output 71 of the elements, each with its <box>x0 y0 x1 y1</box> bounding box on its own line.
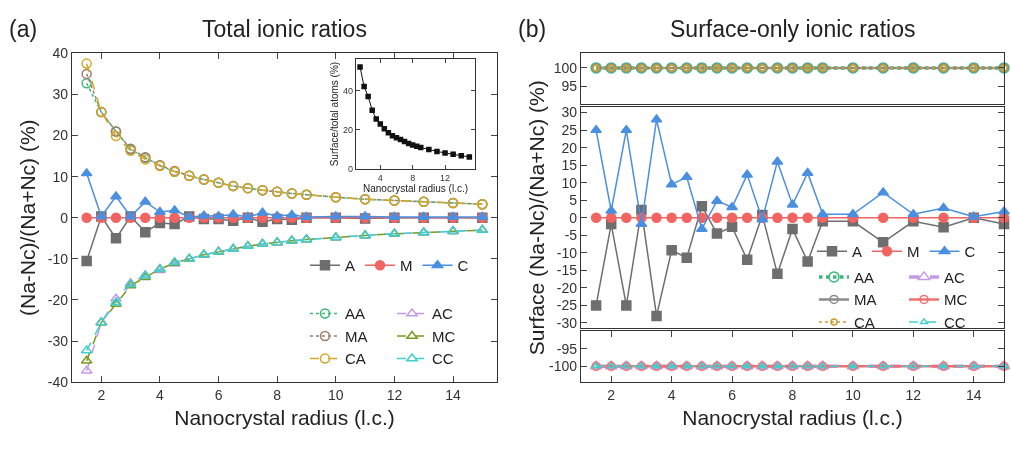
chart-title: Surface-only ionic ratios <box>670 16 916 42</box>
x-tick-label: 12 <box>386 387 403 404</box>
y-tick-label: -40 <box>47 374 69 391</box>
x-tick-label: 12 <box>440 172 451 183</box>
x-tick-label: 6 <box>728 387 737 404</box>
y-tick-label: 40 <box>52 45 69 62</box>
x-tick-label: 14 <box>445 387 462 404</box>
legend-label: CC <box>944 313 966 331</box>
x-tick-label: 8 <box>410 172 416 183</box>
y-tick-label: -10 <box>556 244 578 261</box>
text: (a) <box>9 16 38 42</box>
x-tick-label: 6 <box>214 387 223 404</box>
legend-label: MC <box>432 327 456 345</box>
legend-label: CA <box>854 313 875 331</box>
x-tick-label: 12 <box>905 387 922 404</box>
x-tick-label: 4 <box>377 172 383 183</box>
x-tick-label: 10 <box>845 387 861 404</box>
legend-label: C <box>457 257 469 275</box>
y-tick-label: 95 <box>561 78 578 95</box>
legend-label: AC <box>432 305 453 323</box>
x-tick-label: 2 <box>97 387 106 404</box>
y-tick-label: 25 <box>561 122 578 139</box>
y-axis-title: Surface/total atoms (%) <box>329 61 341 167</box>
x-tick-label: 8 <box>273 387 282 404</box>
legend-label: AC <box>944 268 965 286</box>
x-axis-title: Nanocrystal radius (l.c.) <box>174 406 395 430</box>
y-tick-label: -20 <box>556 279 578 296</box>
y-tick-label: 30 <box>561 104 578 121</box>
y-tick-label: -95 <box>556 340 578 357</box>
legend-label: AA <box>345 305 366 323</box>
x-axis-title: Nanocrystal radius (l.c.) <box>682 406 903 430</box>
legend-label: A <box>345 257 356 275</box>
legend-label: M <box>400 257 413 275</box>
legend-label: A <box>852 243 863 261</box>
y-tick-label: 20 <box>343 124 354 135</box>
y-tick-label: 40 <box>343 85 354 96</box>
x-tick-label: 2 <box>607 387 616 404</box>
legend-label: MA <box>345 327 368 345</box>
y-axis-title: Surface (Na-Nc)/(Na+Nc) (%) <box>525 80 549 356</box>
y-tick-label: -30 <box>556 314 578 331</box>
legend-label: M <box>907 243 920 261</box>
text: (b) <box>518 16 547 42</box>
y-tick-label: 5 <box>569 192 578 209</box>
y-tick-label: 0 <box>569 209 578 226</box>
y-tick-label: -15 <box>556 262 578 279</box>
x-tick-label: 4 <box>667 387 676 404</box>
y-tick-label: 20 <box>52 127 69 144</box>
y-tick-label: 0 <box>60 209 69 226</box>
legend-label: MA <box>854 291 877 309</box>
legend-label: CC <box>432 350 454 368</box>
x-axis-title: Nanocrystal radius (l.c.) <box>362 182 469 194</box>
y-tick-label: 30 <box>52 86 69 103</box>
y-tick-label: 15 <box>561 157 578 174</box>
x-tick-label: 4 <box>156 387 165 404</box>
y-tick-label: -10 <box>47 250 69 267</box>
x-tick-label: 14 <box>966 387 982 404</box>
y-tick-label: 0 <box>348 164 354 175</box>
y-tick-label: -20 <box>47 291 69 308</box>
y-tick-label: -100 <box>549 358 578 375</box>
y-axis-title: (Na-Nc)/(Na+Nc) (%) <box>16 119 40 317</box>
legend-label: MC <box>944 291 968 309</box>
y-tick-label: -30 <box>47 332 69 349</box>
legend-label: AA <box>854 268 875 286</box>
y-tick-label: 100 <box>553 59 578 76</box>
legend-label: C <box>964 243 976 261</box>
legend-label: CA <box>345 350 366 368</box>
chart-title: Total ionic ratios <box>202 16 367 42</box>
y-tick-label: -25 <box>556 297 578 314</box>
y-tick-label: -5 <box>564 227 578 244</box>
x-tick-label: 8 <box>788 387 797 404</box>
y-tick-label: 20 <box>561 139 578 156</box>
